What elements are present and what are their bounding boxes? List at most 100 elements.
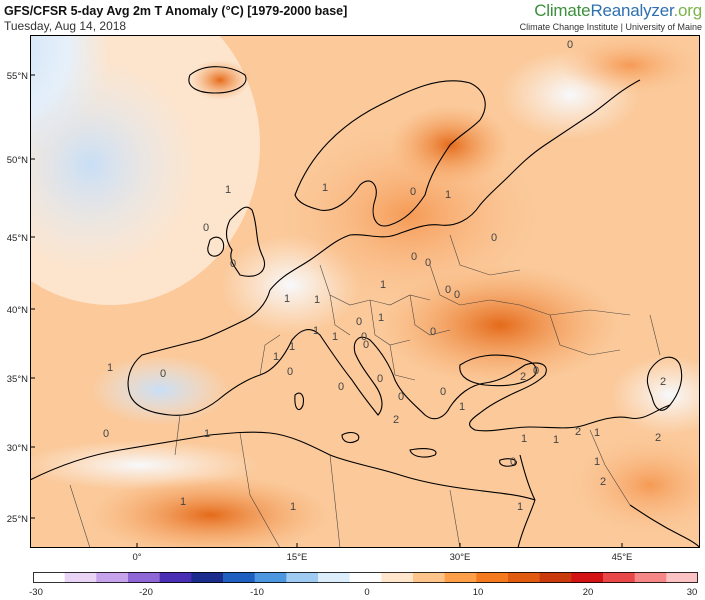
lat-label-55n: 55°N <box>6 71 28 82</box>
contour-label: 1 <box>553 434 559 446</box>
colorbar-segment <box>318 572 351 583</box>
north-coast <box>269 79 641 291</box>
map-frame <box>30 35 700 548</box>
lat-label-30n: 30°N <box>6 443 28 454</box>
lat-label-45n: 45°N <box>6 233 28 244</box>
lon-label-30e: 30°E <box>449 552 471 563</box>
colorbar-tick-0: 0 <box>364 587 370 598</box>
contour-label: 0 <box>377 373 383 385</box>
contour-label: 1 <box>204 428 210 440</box>
contour-label: 1 <box>594 456 600 468</box>
coastlines <box>30 66 700 548</box>
contour-label: 1 <box>180 496 186 508</box>
colorbar-tick-10: 10 <box>472 587 484 598</box>
contour-label: 1 <box>273 351 279 363</box>
contour-label: 0 <box>363 339 369 351</box>
colorbar-tick-30: 30 <box>686 587 698 598</box>
contour-label: 1 <box>380 279 386 291</box>
colorbar-segment <box>508 572 541 583</box>
contour-label: 1 <box>313 325 319 337</box>
lat-label-40n: 40°N <box>6 305 28 316</box>
contour-label: 0 <box>230 258 236 270</box>
contour-label: 0 <box>356 316 362 328</box>
colorbar-segment <box>349 572 382 583</box>
colorbar-tick-neg20: -20 <box>139 587 153 598</box>
colorbar <box>33 572 698 583</box>
country-borders <box>69 234 661 548</box>
contour-label: 1 <box>445 189 451 201</box>
south-coast <box>127 289 671 432</box>
lat-label-25n: 25°N <box>6 514 28 525</box>
colorbar-segment <box>159 572 192 583</box>
contour-label: 0 <box>491 232 497 244</box>
contour-label: 2 <box>575 426 581 438</box>
colorbar-segment <box>128 572 161 583</box>
colorbar-segment <box>603 572 636 583</box>
brand-name-part2: Reanalyzer <box>590 1 674 20</box>
colorbar-segment <box>476 572 509 583</box>
map-title: GFS/CFSR 5-day Avg 2m T Anomaly (°C) [19… <box>4 4 348 18</box>
colorbar-segment <box>444 572 477 583</box>
brand-name-part3: .org <box>673 1 703 20</box>
black-sea-coast <box>459 354 537 387</box>
contour-label: 1 <box>378 312 384 324</box>
crete-coast <box>409 448 437 458</box>
persian-gulf-coast <box>629 504 700 548</box>
contour-label: 0 <box>287 366 293 378</box>
sicily-coast <box>341 431 360 444</box>
contour-label: 0 <box>445 284 451 296</box>
north-africa-coast <box>30 431 536 501</box>
contour-label: 2 <box>655 432 661 444</box>
contour-label: 0 <box>411 251 417 263</box>
contour-label: 0 <box>103 428 109 440</box>
contour-label: 0 <box>454 289 460 301</box>
colorbar-segment <box>223 572 256 583</box>
contour-label: 0 <box>510 456 516 468</box>
colorbar-segment <box>571 572 604 583</box>
lon-label-15e: 15°E <box>286 552 308 563</box>
contour-label: 1 <box>289 341 295 353</box>
contour-label: 0 <box>361 331 367 343</box>
contour-label: 1 <box>107 362 113 374</box>
contour-label: 1 <box>290 501 296 513</box>
colorbar-segment <box>254 572 287 583</box>
colorbar-segment <box>286 572 319 583</box>
iberia-cool-region <box>90 355 230 425</box>
contour-label: 0 <box>338 381 344 393</box>
colorbar-segment <box>96 572 129 583</box>
contour-label: 2 <box>660 376 666 388</box>
contour-label: 1 <box>284 293 290 305</box>
contour-label: 1 <box>314 294 320 306</box>
caspian-coast <box>646 356 683 411</box>
contour-label: 0 <box>425 257 431 269</box>
contour-label: 1 <box>225 184 231 196</box>
contour-label: 1 <box>459 401 465 413</box>
colorbar-segment <box>381 572 414 583</box>
ireland-coast <box>207 236 225 257</box>
lon-label-0: 0° <box>132 552 142 563</box>
lat-label-35n: 35°N <box>6 374 28 385</box>
colorbar-frame <box>33 572 698 583</box>
contour-label: 2 <box>393 414 399 426</box>
britain-coast <box>225 206 266 277</box>
contour-label: 2 <box>600 476 606 488</box>
brand-logo[interactable]: ClimateReanalyzer.org Climate Change Ins… <box>519 1 703 32</box>
brand-subtitle: Climate Change Institute | University of… <box>519 22 702 32</box>
lat-label-50n: 50°N <box>6 155 28 166</box>
brand-name-part1: Climate <box>534 1 591 20</box>
corsica-sardinia-coast <box>294 392 304 411</box>
colorbar-segment <box>413 572 446 583</box>
contour-label: 1 <box>521 433 527 445</box>
contour-label: 0 <box>567 39 573 51</box>
colorbar-tick-neg10: -10 <box>250 587 264 598</box>
contour-label: 1 <box>594 427 600 439</box>
colorbar-segment <box>539 572 572 583</box>
contour-label: 0 <box>398 391 404 403</box>
contour-label: 0 <box>160 368 166 380</box>
contour-label: 1 <box>332 331 338 343</box>
colorbar-tick-neg30: -30 <box>29 587 43 598</box>
cyprus-coast <box>499 458 517 467</box>
contour-label: 1 <box>322 182 328 194</box>
